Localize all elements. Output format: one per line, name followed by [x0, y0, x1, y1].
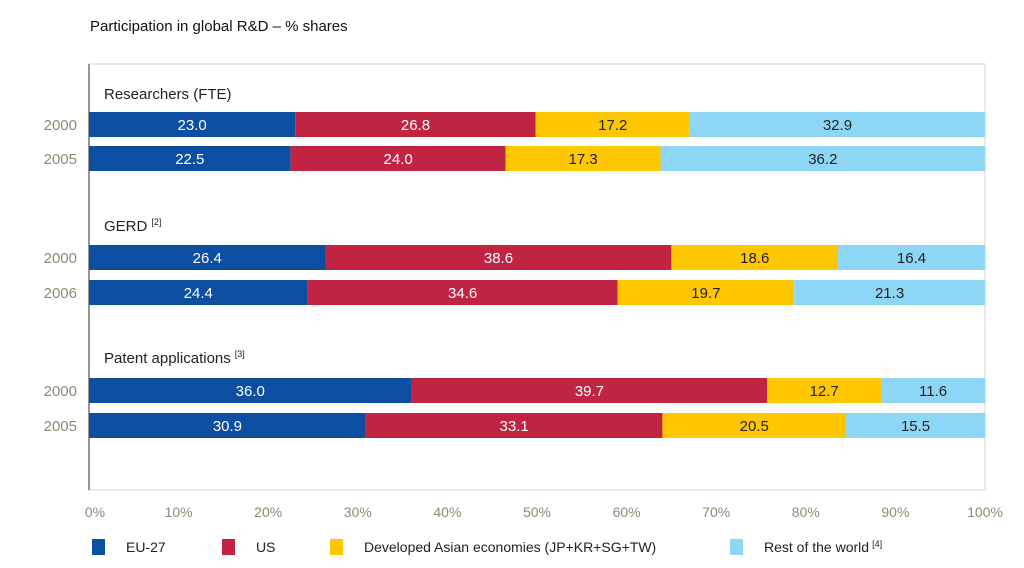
- legend-label: Developed Asian economies (JP+KR+SG+TW): [364, 539, 656, 555]
- bar-segment: [290, 146, 506, 171]
- year-label: 2006: [44, 285, 77, 302]
- data-label: 38.6: [484, 250, 513, 267]
- x-tick-label: 80%: [792, 504, 820, 520]
- bar-segment: [89, 413, 366, 438]
- x-tick-label: 0%: [85, 504, 105, 520]
- data-label: 26.4: [193, 250, 222, 267]
- legend-swatch: [92, 539, 105, 555]
- bar-segment: [365, 413, 663, 438]
- legend-swatch: [222, 539, 235, 555]
- x-tick-label: 90%: [881, 504, 909, 520]
- bar-segment: [89, 112, 296, 137]
- bar-segment: [89, 146, 291, 171]
- legend-swatch: [730, 539, 743, 555]
- bar-segment: [505, 146, 661, 171]
- bar-segment: [535, 112, 690, 137]
- bar-segment: [660, 146, 985, 171]
- bar-segment: [671, 245, 839, 270]
- data-label: 36.2: [808, 151, 837, 168]
- x-tick-label: 20%: [254, 504, 282, 520]
- bar-segment: [617, 280, 795, 305]
- group-label: GERD [2]: [104, 217, 161, 235]
- x-tick-label: 70%: [702, 504, 730, 520]
- data-label: 30.9: [213, 418, 242, 435]
- year-label: 2005: [44, 151, 77, 168]
- data-label: 17.2: [598, 117, 627, 134]
- x-tick-label: 50%: [523, 504, 551, 520]
- data-label: 33.1: [500, 418, 529, 435]
- data-label: 26.8: [401, 117, 430, 134]
- data-label: 24.4: [184, 285, 213, 302]
- chart-title: Participation in global R&D – % shares: [90, 18, 348, 35]
- data-label: 22.5: [175, 151, 204, 168]
- bar-segment: [411, 378, 768, 403]
- x-tick-label: 30%: [344, 504, 372, 520]
- data-label: 19.7: [691, 285, 720, 302]
- bar-segment: [325, 245, 672, 270]
- data-label: 12.7: [810, 383, 839, 400]
- data-label: 36.0: [236, 383, 265, 400]
- x-tick-label: 10%: [165, 504, 193, 520]
- data-label: 23.0: [178, 117, 207, 134]
- bar-segment: [89, 378, 412, 403]
- data-label: 21.3: [875, 285, 904, 302]
- bar-segment: [881, 378, 985, 403]
- data-label: 11.6: [919, 383, 947, 400]
- bar-segment: [689, 112, 985, 137]
- bar-segment: [767, 378, 882, 403]
- year-label: 2000: [44, 383, 77, 400]
- legend-label: Rest of the world [4]: [764, 539, 882, 555]
- legend-label: US: [256, 539, 275, 555]
- data-label: 34.6: [448, 285, 477, 302]
- legend-label: EU-27: [126, 539, 166, 555]
- data-label: 20.5: [740, 418, 769, 435]
- bar-segment: [794, 280, 985, 305]
- bar-segment: [295, 112, 536, 137]
- data-label: 16.4: [897, 250, 926, 267]
- x-tick-label: 40%: [433, 504, 461, 520]
- bar-segment: [307, 280, 618, 305]
- data-label: 18.6: [740, 250, 769, 267]
- bar-segment: [838, 245, 985, 270]
- legend-swatch: [330, 539, 343, 555]
- data-label: 17.3: [569, 151, 598, 168]
- bar-segment: [662, 413, 847, 438]
- x-tick-label: 60%: [613, 504, 641, 520]
- bar-segment: [89, 280, 308, 305]
- group-label: Researchers (FTE): [104, 86, 232, 103]
- bar-segment: [89, 245, 326, 270]
- x-tick-label: 100%: [967, 504, 1003, 520]
- data-label: 32.9: [823, 117, 852, 134]
- bar-segment: [846, 413, 985, 438]
- year-label: 2000: [44, 117, 77, 134]
- data-label: 39.7: [575, 383, 604, 400]
- data-label: 15.5: [901, 418, 930, 435]
- year-label: 2005: [44, 418, 77, 435]
- data-label: 24.0: [384, 151, 413, 168]
- year-label: 2000: [44, 250, 77, 267]
- group-label: Patent applications [3]: [104, 349, 245, 367]
